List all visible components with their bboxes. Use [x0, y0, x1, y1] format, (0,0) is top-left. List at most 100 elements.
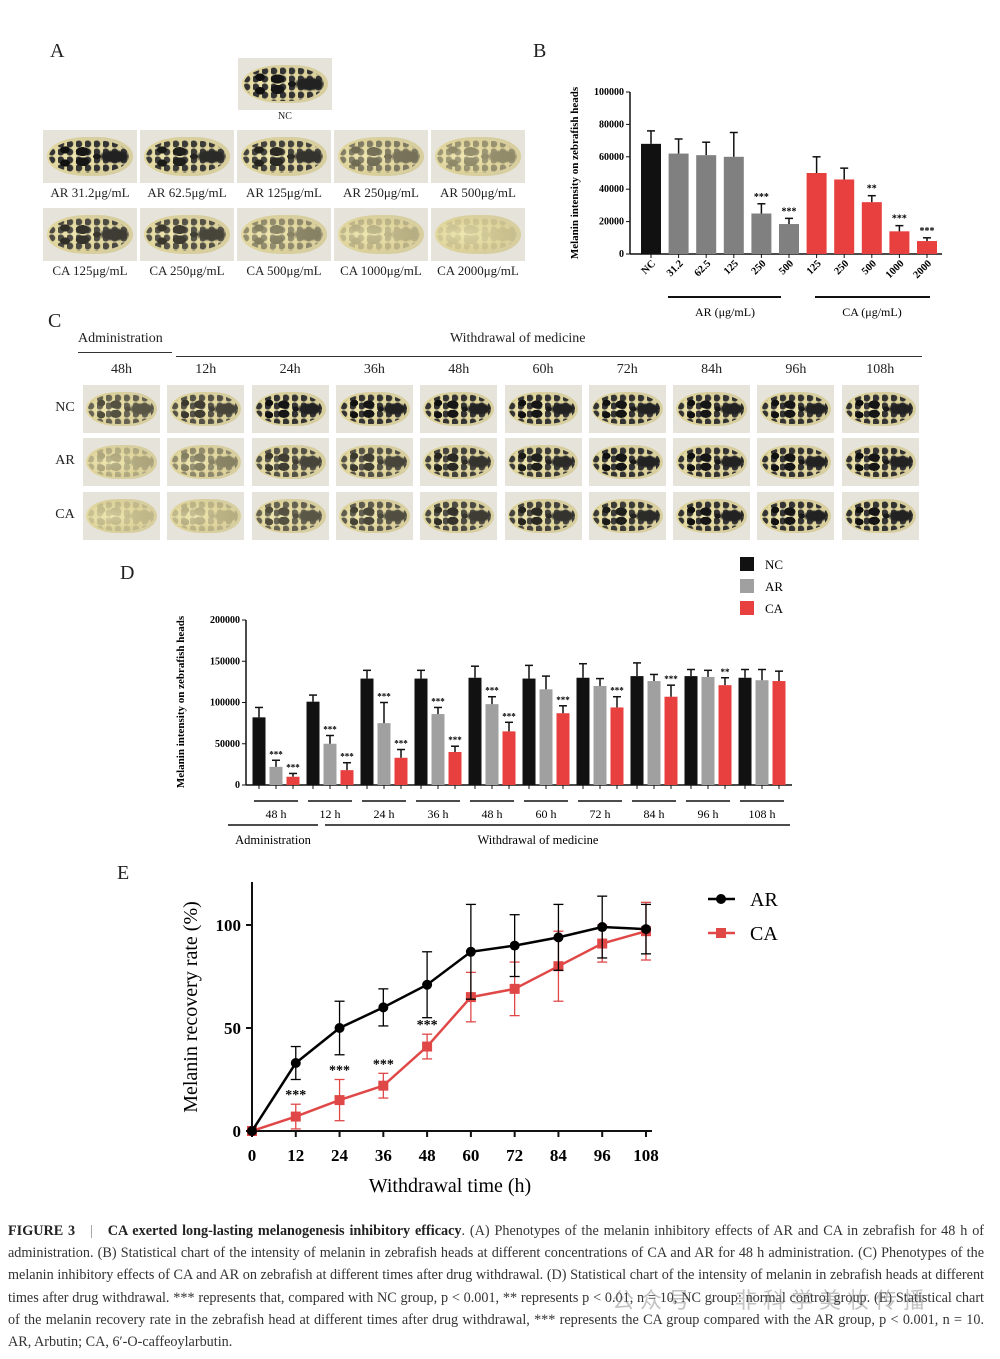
withdrawal-line [176, 356, 922, 357]
zebrafish-image-nc [588, 385, 666, 433]
melanin-pattern [424, 446, 492, 478]
series-line-ar [250, 925, 647, 1132]
zebrafish-image-ar [841, 438, 919, 486]
melanin-pattern [762, 393, 829, 425]
legend-label-ar: AR [765, 579, 783, 594]
image-label: CA 1000μg/mL [340, 263, 422, 278]
data-point-ar [465, 946, 476, 957]
melanin-pattern [424, 393, 492, 425]
zebrafish-image-ca [673, 492, 751, 540]
data-point-ar [290, 1058, 301, 1069]
bar-ar [701, 676, 715, 785]
panel-letter-b: B [533, 40, 547, 62]
melanin-pattern [48, 217, 130, 252]
x-tick-label: 500 [860, 258, 879, 277]
zebrafish-image-ar [83, 438, 160, 486]
column-label-time: 48h [448, 362, 470, 377]
zebrafish-image-nc [420, 385, 498, 433]
x-group-label: 48 h [482, 807, 503, 821]
administration-line [78, 352, 172, 353]
melanin-pattern [846, 446, 913, 478]
y-tick-label: 60000 [599, 152, 624, 163]
caption-figure-number: FIGURE 3 [8, 1223, 76, 1239]
melanin-pattern [256, 500, 323, 532]
fish-body [86, 444, 157, 480]
zebrafish-image-ca [757, 492, 835, 540]
row-label-ca: CA [55, 507, 75, 522]
fish-body [170, 498, 242, 534]
caption-body: . (A) Phenotypes of the melanin inhibito… [8, 1223, 985, 1351]
administration-label: Administration [78, 331, 163, 346]
x-tick-label: 1000 [884, 258, 907, 281]
image-label: AR 500μg/mL [440, 185, 516, 200]
x-tick-label: 31.2 [665, 258, 686, 279]
image-label: AR 31.2μg/mL [50, 185, 130, 200]
zebrafish-image-ar [757, 438, 835, 486]
bar-nc [360, 678, 374, 785]
panel-letter-d: D [120, 562, 135, 584]
zebrafish-image-ar [237, 130, 331, 183]
melanin-pattern [677, 393, 744, 425]
zebrafish-image-ca [251, 492, 329, 540]
data-point-ar [422, 979, 433, 990]
zebrafish-image-ca [335, 492, 413, 540]
x-group-label: 48 h [266, 807, 287, 821]
melanin-pattern [677, 500, 744, 532]
zebrafish-image-ca [841, 492, 919, 540]
x-group-label: 36 h [428, 807, 449, 821]
x-group-label: 108 h [749, 807, 776, 821]
significance-marker: *** [269, 749, 283, 759]
bar-ca [834, 179, 855, 254]
bar-nc [630, 676, 644, 785]
bar-nc [306, 701, 320, 785]
significance-marker: *** [323, 725, 337, 735]
zebrafish-image-nc [673, 385, 751, 433]
melanin-pattern [87, 500, 154, 532]
melanin-pattern [171, 500, 239, 532]
significance-marker: ** [721, 667, 731, 677]
melanin-pattern [677, 446, 744, 478]
zebrafish-image-ar [140, 130, 234, 183]
x-group-label: 12 h [320, 807, 341, 821]
column-label-time: 60h [532, 362, 554, 377]
melanin-pattern [256, 393, 323, 425]
zebrafish-image-nc [83, 385, 160, 433]
melanin-pattern [87, 393, 154, 425]
significance-marker: *** [285, 1088, 306, 1103]
melanin-pattern [846, 500, 913, 532]
y-tick-label: 0 [233, 1122, 242, 1141]
significance-marker: *** [754, 192, 769, 203]
image-label: AR 250μg/mL [343, 185, 419, 200]
row-label-nc: NC [55, 400, 75, 415]
melanin-pattern [171, 446, 239, 478]
row-label-ar: AR [55, 453, 75, 468]
zebrafish-image-ar [43, 130, 137, 183]
significance-marker: *** [782, 206, 797, 217]
zebrafish-image-ar [167, 438, 245, 486]
x-group-label: 24 h [374, 807, 395, 821]
x-tick-label: 0 [248, 1146, 257, 1165]
fish-body [337, 215, 425, 254]
y-axis-label: Melanin recovery rate (%) [180, 901, 202, 1113]
phase-label-withdrawal: Withdrawal of medicine [478, 833, 599, 847]
caption-title: CA exerted long-lasting melanogenesis in… [107, 1223, 462, 1239]
significance-marker: *** [556, 695, 570, 705]
image-label: NC [278, 111, 292, 122]
zebrafish-image-nc [757, 385, 835, 433]
bar-nc [252, 717, 266, 785]
bar-ar [647, 681, 661, 785]
y-tick-label: 80000 [599, 119, 624, 130]
melanin-pattern [171, 393, 239, 425]
x-group-label: 96 h [698, 807, 719, 821]
withdrawal-label: Withdrawal of medicine [450, 331, 586, 346]
column-label-time: 36h [363, 362, 385, 377]
significance-marker: *** [340, 752, 354, 762]
zebrafish-image-ar [420, 438, 498, 486]
bar-ca [448, 752, 462, 785]
zebrafish-image-nc [238, 58, 332, 110]
melanin-pattern [424, 500, 492, 532]
melanin-pattern [256, 446, 323, 478]
y-tick-label: 150000 [210, 656, 240, 667]
column-label-time: 108h [866, 362, 895, 377]
